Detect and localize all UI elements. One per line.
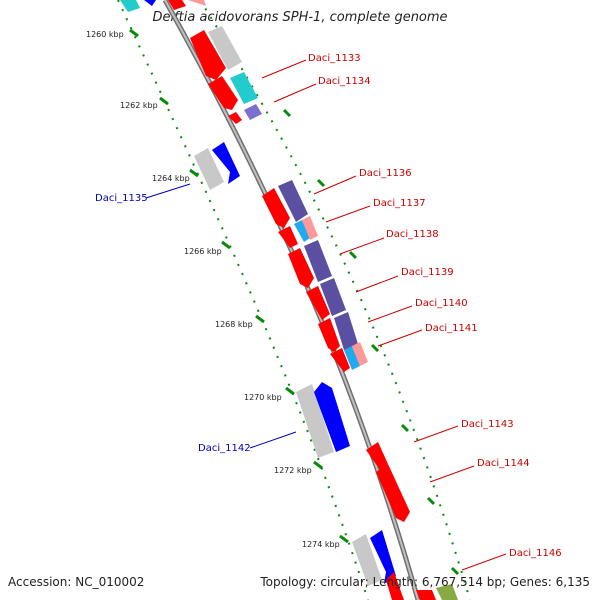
gene-block[interactable]	[370, 530, 396, 584]
leader-line	[273, 83, 317, 103]
tick-label: 1266 kbp	[184, 247, 222, 256]
leader-line	[145, 183, 191, 199]
gene-block[interactable]	[294, 220, 310, 242]
leader-line	[367, 305, 413, 323]
gene-label[interactable]: Daci_1146	[509, 548, 562, 559]
gene-block[interactable]	[230, 72, 258, 104]
genome-backbone-highlight	[164, 0, 419, 600]
gene-block[interactable]	[304, 240, 332, 282]
tick-label: 1264 kbp	[152, 174, 190, 183]
gene-block[interactable]	[334, 312, 358, 350]
gene-label[interactable]: Daci_1144	[477, 458, 530, 469]
tick-ring-outer	[199, 0, 471, 600]
gene-block[interactable]	[208, 26, 242, 70]
gene-label[interactable]: Daci_1141	[425, 323, 478, 334]
gene-label[interactable]: Daci_1138	[386, 229, 439, 240]
gene-label[interactable]: Daci_1143	[461, 419, 514, 430]
gene-label[interactable]: Daci_1136	[359, 168, 412, 179]
gene-block[interactable]	[228, 112, 242, 124]
tick-mark	[221, 240, 231, 250]
genome-summary: Topology: circular; Length: 6,767,514 bp…	[260, 575, 590, 589]
gene-block[interactable]	[208, 76, 238, 110]
gene-blocks	[120, 0, 458, 600]
gene-block[interactable]	[144, 0, 156, 6]
gene-block[interactable]	[212, 142, 240, 184]
tick-label: 1260 kbp	[86, 30, 124, 39]
gene-block[interactable]	[366, 442, 388, 470]
gene-block[interactable]	[306, 286, 330, 320]
gene-block[interactable]	[376, 464, 410, 522]
gene-block[interactable]	[296, 384, 334, 458]
gene-block[interactable]	[262, 188, 290, 228]
leader-line	[355, 275, 399, 293]
gene-block[interactable]	[320, 278, 346, 316]
gene-block[interactable]	[314, 382, 350, 452]
map-title: Delftia acidovorans SPH-1, complete geno…	[152, 10, 448, 25]
leader-line	[249, 431, 297, 449]
leader-lines	[145, 59, 507, 571]
gene-label[interactable]: Daci_1133	[308, 53, 361, 64]
gene-block[interactable]	[330, 348, 350, 372]
leader-line	[377, 329, 423, 347]
tick-label: 1270 kbp	[244, 393, 282, 402]
leader-line	[325, 205, 371, 223]
leader-line	[429, 465, 475, 483]
gene-block[interactable]	[288, 248, 314, 288]
tick-mark	[348, 250, 358, 260]
gene-label[interactable]: Daci_1140	[415, 298, 468, 309]
gene-block[interactable]	[302, 216, 318, 240]
leader-line	[413, 425, 459, 443]
gene-block[interactable]	[120, 0, 140, 12]
tick-label: 1262 kbp	[120, 101, 158, 110]
major-ticks	[129, 28, 460, 576]
gene-block[interactable]	[168, 0, 186, 10]
gene-block[interactable]	[190, 30, 226, 80]
gene-block[interactable]	[416, 590, 436, 600]
leader-line	[261, 59, 307, 79]
gene-label[interactable]: Daci_1135	[95, 193, 148, 204]
tick-mark	[316, 178, 326, 188]
leader-line	[339, 237, 385, 255]
tick-mark	[370, 343, 380, 353]
tick-mark	[189, 168, 199, 178]
gene-block[interactable]	[352, 342, 368, 366]
gene-block[interactable]	[436, 584, 458, 600]
tick-mark	[339, 534, 349, 544]
leader-line	[461, 553, 507, 571]
gene-label[interactable]: Daci_1137	[373, 198, 426, 209]
tick-mark	[159, 96, 169, 106]
gene-block[interactable]	[386, 572, 404, 600]
tick-mark	[313, 460, 323, 470]
tick-mark	[400, 423, 410, 433]
tick-mark	[282, 108, 292, 118]
gene-label[interactable]: Daci_1139	[401, 267, 454, 278]
gene-block[interactable]	[278, 226, 298, 248]
gene-block[interactable]	[352, 534, 382, 586]
gene-block[interactable]	[188, 0, 206, 6]
gene-label[interactable]: Daci_1142	[198, 443, 251, 454]
gene-block[interactable]	[278, 180, 308, 222]
accession-label: Accession: NC_010002	[8, 575, 145, 589]
tick-mark	[255, 314, 265, 324]
genome-backbone	[162, 0, 421, 600]
tick-mark	[129, 28, 139, 38]
gene-label[interactable]: Daci_1134	[318, 76, 371, 87]
gene-block[interactable]	[344, 346, 360, 370]
gene-block[interactable]	[244, 104, 262, 120]
tick-label: 1268 kbp	[215, 320, 253, 329]
gene-block[interactable]	[194, 148, 224, 190]
gene-block[interactable]	[318, 318, 340, 352]
tick-mark	[450, 566, 460, 576]
tick-label: 1272 kbp	[274, 466, 312, 475]
leader-line	[313, 175, 357, 195]
tick-mark	[426, 496, 436, 506]
tick-label: 1274 kbp	[302, 540, 340, 549]
tick-mark	[285, 386, 295, 396]
